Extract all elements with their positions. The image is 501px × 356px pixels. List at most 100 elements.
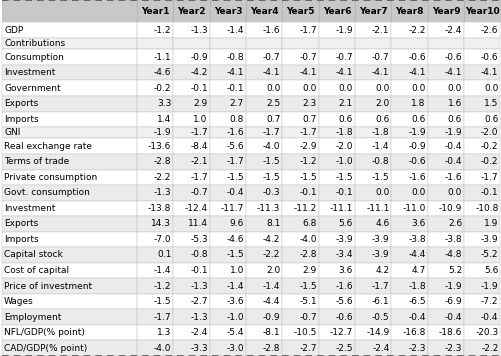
Bar: [318, 80, 354, 96]
Text: Real exchange rate: Real exchange rate: [4, 142, 92, 151]
Bar: [137, 154, 173, 169]
Text: 6.8: 6.8: [302, 219, 316, 229]
Bar: [318, 111, 354, 127]
Text: 0.7: 0.7: [266, 115, 280, 124]
Text: Government: Government: [4, 84, 61, 93]
Bar: [245, 38, 282, 49]
Bar: [173, 49, 209, 65]
Text: -1.6: -1.6: [226, 128, 243, 137]
Text: 0.8: 0.8: [229, 115, 243, 124]
Text: -4.2: -4.2: [190, 68, 207, 77]
Bar: [463, 38, 499, 49]
Text: 5.6: 5.6: [338, 219, 352, 229]
Bar: [427, 294, 463, 309]
Text: 0.7: 0.7: [302, 115, 316, 124]
Bar: [354, 65, 391, 80]
Text: -4.1: -4.1: [263, 68, 280, 77]
Bar: [245, 247, 282, 263]
Bar: [463, 65, 499, 80]
Text: -4.4: -4.4: [263, 297, 280, 306]
Bar: [245, 263, 282, 278]
Bar: [173, 127, 209, 138]
Bar: [354, 309, 391, 325]
Text: -1.9: -1.9: [443, 128, 461, 137]
Text: -2.4: -2.4: [444, 26, 461, 35]
Bar: [173, 216, 209, 232]
Bar: [427, 65, 463, 80]
Text: -2.1: -2.1: [371, 26, 389, 35]
Text: -0.3: -0.3: [262, 188, 280, 197]
Text: -3.9: -3.9: [335, 235, 352, 244]
Text: -3.8: -3.8: [443, 235, 461, 244]
Text: Year8: Year8: [395, 7, 423, 16]
Bar: [463, 49, 499, 65]
Bar: [245, 200, 282, 216]
Bar: [173, 111, 209, 127]
Bar: [245, 111, 282, 127]
Text: -1.5: -1.5: [262, 173, 280, 182]
Bar: [427, 96, 463, 111]
Text: 2.0: 2.0: [266, 266, 280, 275]
Bar: [318, 294, 354, 309]
Bar: [282, 294, 318, 309]
Text: -1.5: -1.5: [226, 251, 243, 260]
Bar: [391, 49, 427, 65]
Bar: [463, 96, 499, 111]
Text: -6.1: -6.1: [371, 297, 389, 306]
Bar: [391, 325, 427, 340]
Bar: [173, 278, 209, 294]
Text: 2.6: 2.6: [447, 219, 461, 229]
Text: NFL/GDP(% point): NFL/GDP(% point): [4, 328, 85, 337]
Text: 0.0: 0.0: [374, 84, 389, 93]
Bar: [245, 294, 282, 309]
Text: -1.9: -1.9: [153, 128, 171, 137]
Text: -0.7: -0.7: [299, 313, 316, 322]
Bar: [209, 309, 245, 325]
Text: -0.6: -0.6: [443, 53, 461, 62]
Text: -0.4: -0.4: [407, 313, 425, 322]
Bar: [245, 309, 282, 325]
Bar: [137, 49, 173, 65]
Bar: [2, 38, 137, 49]
Bar: [318, 340, 354, 356]
Bar: [391, 309, 427, 325]
Text: Year2: Year2: [177, 7, 205, 16]
Bar: [137, 247, 173, 263]
Text: -4.4: -4.4: [408, 251, 425, 260]
Bar: [318, 325, 354, 340]
Bar: [2, 263, 137, 278]
Bar: [282, 169, 318, 185]
Text: Year5: Year5: [286, 7, 314, 16]
Text: -4.1: -4.1: [444, 68, 461, 77]
Bar: [173, 22, 209, 38]
Text: -11.2: -11.2: [293, 204, 316, 213]
Text: -3.9: -3.9: [371, 235, 389, 244]
Bar: [209, 169, 245, 185]
Bar: [318, 127, 354, 138]
Text: 5.6: 5.6: [483, 266, 497, 275]
Text: -4.1: -4.1: [226, 68, 243, 77]
Bar: [173, 138, 209, 154]
Bar: [137, 96, 173, 111]
Bar: [463, 154, 499, 169]
Text: Contributions: Contributions: [4, 39, 65, 48]
Text: -2.8: -2.8: [299, 251, 316, 260]
Bar: [391, 154, 427, 169]
Bar: [245, 169, 282, 185]
Text: -0.4: -0.4: [226, 188, 243, 197]
Bar: [2, 80, 137, 96]
Text: -1.5: -1.5: [226, 173, 243, 182]
Bar: [354, 278, 391, 294]
Text: -3.9: -3.9: [480, 235, 497, 244]
Text: -10.5: -10.5: [293, 328, 316, 337]
Text: GNI: GNI: [4, 128, 21, 137]
Text: -2.8: -2.8: [263, 344, 280, 353]
Text: 1.4: 1.4: [157, 115, 171, 124]
Text: -0.7: -0.7: [335, 53, 352, 62]
Text: 14.3: 14.3: [151, 219, 171, 229]
Text: Wages: Wages: [4, 297, 34, 306]
Bar: [391, 138, 427, 154]
Bar: [137, 278, 173, 294]
Bar: [463, 278, 499, 294]
Text: Govt. consumption: Govt. consumption: [4, 188, 90, 197]
